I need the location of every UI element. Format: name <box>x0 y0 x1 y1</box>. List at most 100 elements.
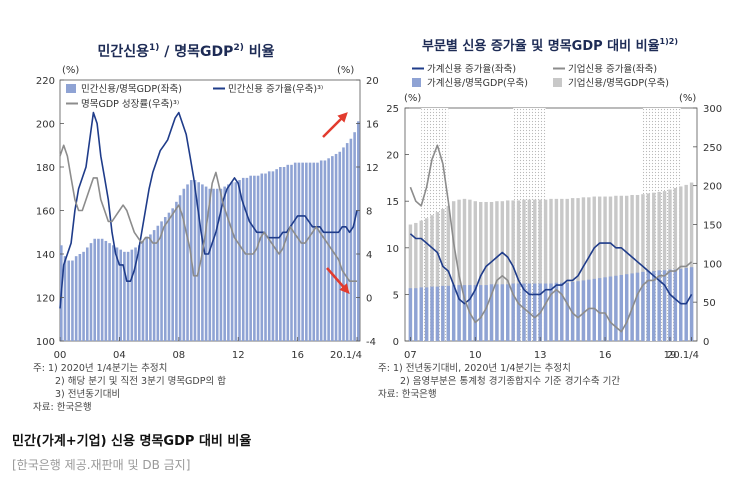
credit-gdp-bar <box>71 260 74 341</box>
corporate-gdp-bar <box>473 201 478 341</box>
right-y-tick: 200 <box>703 182 722 193</box>
household-gdp-bar <box>624 274 629 341</box>
credit-gdp-bar <box>156 225 160 341</box>
gdp-growth-line <box>59 144 357 282</box>
credit-gdp-bar <box>201 184 204 341</box>
right-left-unit: (%) <box>404 93 421 104</box>
household-gdp-bar <box>635 272 640 341</box>
x-tick-label: 16 <box>599 350 612 361</box>
household-gdp-bar <box>457 285 461 341</box>
credit-gdp-bar <box>305 162 308 341</box>
credit-gdp-bar <box>245 177 249 341</box>
credit-gdp-bar <box>230 182 234 341</box>
credit-gdp-bar <box>171 208 174 341</box>
household-gdp-bar <box>668 269 672 341</box>
credit-gdp-bar <box>234 182 238 341</box>
household-gdp-bar <box>451 285 456 341</box>
household-gdp-bar <box>522 283 526 341</box>
legend-label: 가계신용/명목GDP(우축) <box>427 77 528 89</box>
household-gdp-bar <box>549 283 553 341</box>
right-y-tick: 100 <box>703 259 722 270</box>
household-gdp-bar <box>441 285 445 341</box>
left-bars <box>60 121 360 341</box>
arrow-down-annotation <box>326 267 350 295</box>
household-gdp-bar <box>560 282 564 341</box>
legend-swatch <box>553 78 562 87</box>
corporate-gdp-bar <box>673 187 678 341</box>
footnote-source: 자료: 한국은행 <box>378 388 437 400</box>
corporate-gdp-bar <box>484 201 488 341</box>
corporate-gdp-bar <box>619 195 624 341</box>
left-legend: 민간신용/명목GDP(좌축) 민간신용 증가율(우축)³⁾ 명목GDP 성장률(우축… <box>66 84 323 110</box>
corporate-gdp-bar <box>533 199 537 341</box>
household-gdp-bar <box>484 285 488 341</box>
corporate-gdp-bar <box>478 201 483 341</box>
household-gdp-bar <box>489 284 494 341</box>
credit-gdp-bar <box>279 167 282 341</box>
caption-title: 민간(가계+기업) 신용 명목GDP 대비 비율 <box>12 434 252 449</box>
footnote-source: 자료: 한국은행 <box>33 401 92 413</box>
corporate-gdp-bar <box>506 200 510 341</box>
household-gdp-bar <box>679 268 683 341</box>
credit-gdp-bar <box>152 230 156 341</box>
credit-gdp-bar <box>312 162 316 341</box>
footnote-line: 3) 전년동기대비 <box>55 389 120 400</box>
corporate-gdp-bar <box>511 200 515 341</box>
corporate-gdp-bar <box>522 199 526 341</box>
left-lines <box>59 111 358 309</box>
credit-gdp-bar <box>74 256 78 341</box>
corporate-gdp-bar <box>689 182 694 341</box>
household-gdp-bar <box>565 282 569 341</box>
household-gdp-bar <box>603 277 607 341</box>
corporate-gdp-bar <box>592 196 596 341</box>
corporate-gdp-bar <box>457 199 461 341</box>
credit-gdp-bar <box>160 221 163 341</box>
x-tick-label: 07 <box>404 350 417 361</box>
household-gdp-bar <box>516 283 521 341</box>
household-gdp-bar <box>608 276 613 341</box>
credit-gdp-bar <box>349 138 353 341</box>
right-y-tick: 20 <box>366 76 379 87</box>
credit-gdp-bar <box>316 162 319 341</box>
credit-gdp-bar <box>145 236 148 341</box>
corporate-gdp-bar <box>430 215 434 341</box>
credit-gdp-bar <box>215 188 219 341</box>
credit-gdp-bar <box>78 254 82 341</box>
credit-gdp-bar <box>256 175 260 341</box>
x-tick-label: 00 <box>54 350 67 361</box>
left-y-tick: 15 <box>386 197 399 208</box>
corporate-gdp-bar <box>587 197 591 341</box>
corporate-gdp-bar <box>451 201 456 341</box>
household-gdp-bar <box>641 271 645 341</box>
credit-gdp-bar <box>282 167 286 341</box>
credit-gdp-bar <box>345 143 349 341</box>
left-y-tick: 200 <box>36 120 55 131</box>
credit-gdp-bar <box>175 201 178 341</box>
corporate-gdp-bar <box>570 198 575 341</box>
left-y-tick: 120 <box>36 294 55 305</box>
left-y-tick: 220 <box>36 76 55 87</box>
legend-label: 민간신용/명목GDP(좌축) <box>81 84 182 95</box>
credit-gdp-bar <box>111 245 115 341</box>
household-growth-line <box>409 233 693 305</box>
credit-gdp-bar <box>334 153 338 341</box>
right-footnotes: 주: 1) 전년동기대비, 2020년 1/4분기는 추정치 2) 음영부분은 … <box>378 362 620 400</box>
corporate-gdp-bar <box>527 199 532 341</box>
credit-gdp-bar <box>67 260 71 341</box>
credit-gdp-bar <box>167 212 171 341</box>
left-y-tick: 140 <box>36 250 55 261</box>
x-tick-label: 19 <box>664 350 677 361</box>
household-gdp-bar <box>430 286 434 341</box>
credit-gdp-bar <box>82 251 85 341</box>
x-tick-label: 08 <box>172 350 185 361</box>
left-footnotes: 주: 1) 2020년 1/4분기는 추정치 2) 해당 분기 및 직전 3분기… <box>33 362 226 413</box>
credit-gdp-bar <box>238 180 241 341</box>
credit-gdp-bar <box>197 182 200 341</box>
credit-gdp-bar <box>264 173 267 341</box>
household-gdp-bar <box>689 267 694 341</box>
right-y-tick: -4 <box>366 337 376 348</box>
credit-gdp-bar <box>163 217 167 341</box>
credit-growth-line <box>59 111 358 309</box>
right-y-tick: 300 <box>703 104 722 115</box>
right-y-tick: 0 <box>703 337 709 348</box>
